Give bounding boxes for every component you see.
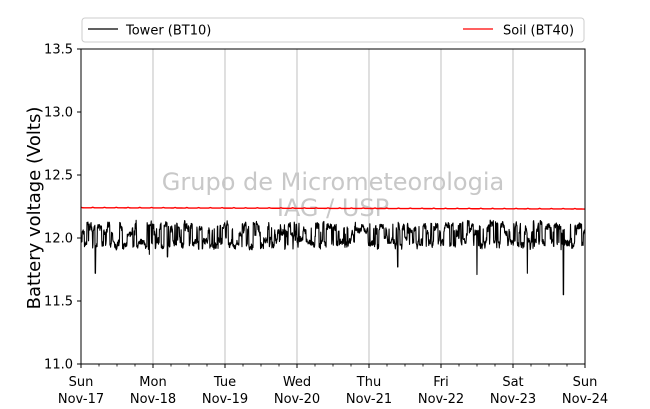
series-soil-line [80, 206, 585, 210]
x-tick-label-date: Nov-22 [418, 392, 464, 407]
x-tick-label-day: Mon [139, 375, 166, 390]
y-tick-label: 11.0 [44, 358, 73, 373]
x-tick-label-date: Nov-20 [274, 392, 320, 407]
series-tower-line [80, 219, 586, 296]
legend-label-soil: Soil (BT40) [503, 24, 574, 39]
x-tick-label-day: Sat [502, 375, 523, 390]
y-tick-label: 11.5 [44, 295, 73, 310]
x-tick-label-date: Nov-21 [346, 392, 392, 407]
grid-lines [152, 49, 514, 364]
y-tick-label: 12.5 [44, 169, 73, 184]
series-lines [80, 206, 586, 296]
x-tick-label-date: Nov-18 [130, 392, 176, 407]
x-tick-label-day: Sun [69, 375, 94, 390]
x-tick-label-date: Nov-17 [58, 392, 104, 407]
y-tick-label: 13.5 [44, 43, 73, 58]
x-tick-label-day: Tue [213, 375, 236, 390]
legend: Tower (BT10) Soil (BT40) [81, 17, 585, 43]
x-tick-label-date: Nov-23 [490, 392, 536, 407]
x-tick-label-day: Thu [356, 375, 381, 390]
x-axis: Sun Nov-17 Mon Nov-18 Tue Nov-19 Wed Nov-20 Thu N… [58, 364, 608, 407]
legend-box [81, 17, 585, 43]
y-axis: 11.0 11.5 12.0 12.5 13.0 13.5 [44, 43, 81, 373]
x-tick-label-day: Wed [283, 375, 311, 390]
x-tick-label-day: Fri [433, 375, 449, 390]
y-axis-label: Battery voltage (Volts) [24, 107, 45, 310]
x-tick-label-date: Nov-24 [562, 392, 608, 407]
watermark: Grupo de Micrometeorologia IAG / USP [162, 168, 504, 222]
y-tick-label: 13.0 [44, 106, 73, 121]
legend-label-tower: Tower (BT10) [125, 24, 211, 39]
y-tick-label: 12.0 [44, 232, 73, 247]
watermark-line-1: Grupo de Micrometeorologia [162, 168, 504, 196]
x-tick-label-day: Sun [573, 375, 598, 390]
x-tick-label-date: Nov-19 [202, 392, 248, 407]
